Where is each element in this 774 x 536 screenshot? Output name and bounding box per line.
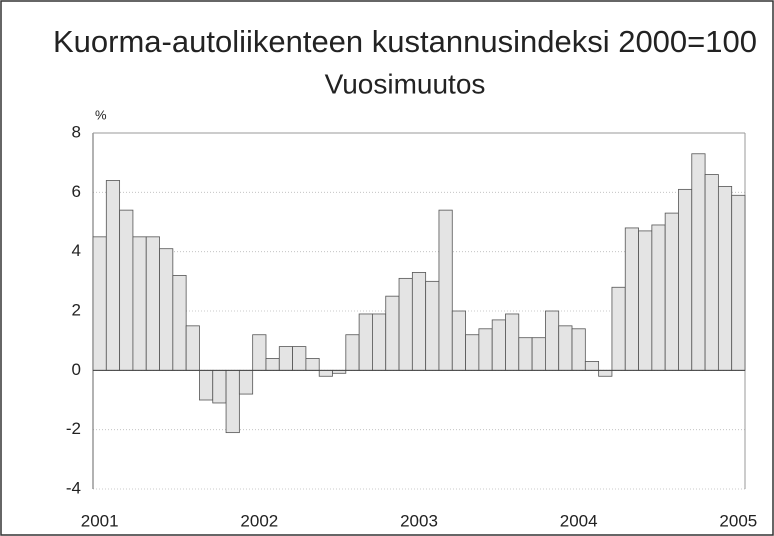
y-tick-label: 2 (72, 300, 81, 319)
bar (731, 194, 746, 371)
y-tick-label: 4 (72, 241, 81, 260)
bar (491, 319, 506, 371)
y-tick-label: -2 (66, 419, 81, 438)
bar (638, 230, 653, 371)
bar (345, 334, 360, 371)
bar (199, 369, 214, 401)
x-tick-label: 2002 (240, 511, 278, 530)
bar (252, 334, 267, 371)
bar (92, 236, 107, 371)
bar (531, 337, 546, 371)
bar (398, 277, 413, 371)
bar (664, 212, 679, 371)
bar (505, 313, 520, 371)
bar (238, 369, 254, 395)
bar (465, 334, 480, 371)
bar (704, 174, 719, 371)
bar (691, 153, 706, 371)
bar (451, 310, 466, 371)
y-tick-label: 8 (72, 122, 81, 141)
bar (212, 369, 227, 404)
bar (119, 209, 134, 371)
bar (611, 286, 626, 371)
bar (105, 180, 121, 371)
y-tick-label: 0 (72, 360, 81, 379)
x-tick-label: 2004 (560, 511, 598, 530)
bar (518, 337, 533, 371)
x-tick-label: 2003 (400, 511, 438, 530)
x-tick-label: 2005 (719, 511, 757, 530)
bar (385, 295, 400, 371)
bar (425, 280, 440, 371)
bar (185, 325, 200, 371)
bar (172, 274, 187, 371)
bar (558, 325, 573, 371)
bar (145, 236, 160, 371)
bar (438, 209, 453, 371)
bar (678, 188, 693, 371)
bar (571, 328, 586, 371)
y-tick-label: 6 (72, 182, 81, 201)
bar (717, 185, 733, 371)
bar (624, 227, 639, 371)
bar (651, 224, 666, 371)
bar (159, 248, 174, 371)
y-tick-label: -4 (66, 478, 81, 497)
bar (318, 369, 333, 377)
bar (225, 369, 240, 434)
bar (584, 361, 600, 371)
bar (358, 313, 373, 371)
bar (478, 328, 493, 371)
bar (305, 358, 320, 371)
bar (292, 346, 307, 371)
bar (545, 310, 560, 371)
bar (598, 369, 613, 377)
x-tick-label: 2001 (81, 511, 119, 530)
bar (278, 346, 293, 371)
bar (411, 272, 427, 371)
bar (265, 358, 280, 371)
bar (132, 236, 147, 371)
y-axis-label: % (95, 107, 107, 122)
chart-subtitle: Vuosimuutos (325, 68, 486, 99)
bar (372, 313, 387, 371)
chart-title: Kuorma-autoliikenteen kustannusindeksi 2… (53, 24, 757, 59)
